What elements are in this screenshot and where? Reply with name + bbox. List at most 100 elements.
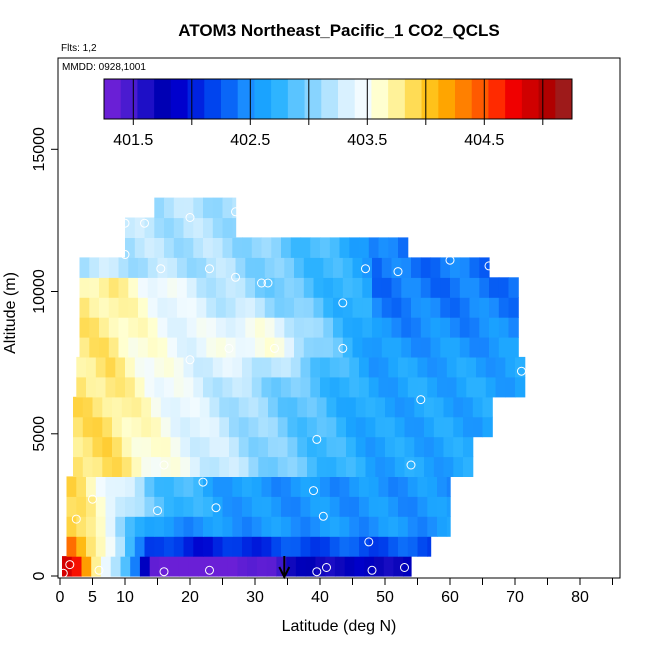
colorbar-tick-label: 403.5 xyxy=(347,132,387,149)
heatmap-cell xyxy=(118,317,129,338)
heatmap-cell xyxy=(411,337,422,358)
heatmap-cell xyxy=(232,536,243,557)
heatmap-cell xyxy=(245,317,256,338)
heatmap-cell xyxy=(144,217,155,238)
heatmap-cell xyxy=(469,297,480,318)
heatmap-cell xyxy=(300,496,311,517)
heatmap-cell xyxy=(310,536,321,557)
heatmap-cell xyxy=(173,197,185,219)
heatmap-cell xyxy=(242,476,253,497)
heatmap-cell xyxy=(437,376,448,398)
heatmap-cell xyxy=(266,556,277,577)
heatmap-cell xyxy=(394,436,406,458)
heatmap-cell xyxy=(258,416,269,438)
heatmap-cell xyxy=(95,516,107,537)
heatmap-cell xyxy=(79,317,90,338)
heatmap-cell xyxy=(89,297,100,318)
heatmap-cell xyxy=(212,476,224,497)
heatmap-cell xyxy=(398,237,409,258)
heatmap-cell xyxy=(326,396,337,418)
heatmap-cell xyxy=(274,337,285,358)
heatmap-cell xyxy=(86,536,97,557)
x-tick-label: 70 xyxy=(506,589,524,606)
heatmap-cell xyxy=(401,337,412,358)
heatmap-cell xyxy=(134,376,146,398)
colorbar-swatch xyxy=(521,79,540,119)
heatmap-cell xyxy=(242,496,253,517)
heatmap-cell xyxy=(151,456,162,477)
heatmap-cell xyxy=(86,356,97,378)
heatmap-cell xyxy=(430,277,441,298)
heatmap-cell xyxy=(199,436,211,458)
heatmap-cell xyxy=(222,496,233,517)
dates-annotation: MMDD: 0928,1001 xyxy=(62,62,146,73)
heatmap-cell xyxy=(290,496,302,517)
heatmap-cell xyxy=(300,237,311,258)
heatmap-cell xyxy=(346,456,357,477)
heatmap-cell xyxy=(102,456,113,477)
sample-point xyxy=(257,278,266,288)
heatmap-cell xyxy=(342,317,354,338)
heatmap-cell xyxy=(76,516,87,537)
heatmap-cell xyxy=(329,237,341,258)
heatmap-cell xyxy=(495,356,506,378)
heatmap-cell xyxy=(398,376,409,398)
heatmap-cell xyxy=(495,376,506,398)
heatmap-cell xyxy=(375,436,386,458)
heatmap-cell xyxy=(329,356,341,378)
heatmap-cell xyxy=(144,476,155,497)
heatmap-cell xyxy=(271,476,282,497)
heatmap-cell xyxy=(219,456,230,477)
heatmap-cell xyxy=(420,337,432,358)
heatmap-cell xyxy=(404,456,415,477)
heatmap-cell xyxy=(388,476,399,497)
heatmap-cell xyxy=(437,516,448,537)
heatmap-cell xyxy=(178,556,190,577)
heatmap-cell xyxy=(424,456,435,477)
heatmap-cell xyxy=(450,337,461,358)
heatmap-cell xyxy=(173,476,185,497)
heatmap-cell xyxy=(203,356,214,378)
x-tick-label: 60 xyxy=(441,589,459,606)
heatmap-cell xyxy=(261,376,272,398)
heatmap-cell xyxy=(183,496,194,517)
heatmap-cell xyxy=(505,376,516,398)
heatmap-cell xyxy=(218,556,229,577)
heatmap-cell xyxy=(281,516,292,537)
sample-point xyxy=(484,261,494,271)
heatmap-cell xyxy=(206,317,217,338)
heatmap-cell xyxy=(193,496,204,517)
heatmap-cell xyxy=(170,396,181,418)
heatmap-cell xyxy=(287,396,298,418)
heatmap-cell xyxy=(378,356,389,378)
heatmap-cell xyxy=(141,416,152,438)
heatmap-cell xyxy=(141,436,152,458)
heatmap-cell xyxy=(463,416,474,438)
sample-points xyxy=(58,207,526,578)
heatmap-cell xyxy=(86,516,97,537)
heatmap-cell xyxy=(186,277,198,298)
heatmap-cell xyxy=(251,496,263,517)
heatmap-cell xyxy=(264,297,276,318)
heatmap-cell xyxy=(82,456,94,477)
heatmap-cell xyxy=(375,416,386,438)
x-tick-label: 50 xyxy=(376,589,394,606)
heatmap-cell xyxy=(264,337,276,358)
heatmap-cell xyxy=(144,516,155,537)
chart-title: ATOM3 Northeast_Pacific_1 CO2_QCLS xyxy=(178,21,500,40)
heatmap-cell xyxy=(170,416,181,438)
heatmap-cell xyxy=(159,556,170,577)
heatmap-cell xyxy=(255,277,266,298)
heatmap-cell xyxy=(242,356,253,378)
colorbar-swatch xyxy=(271,79,289,119)
heatmap-cell xyxy=(349,376,360,398)
heatmap-cell xyxy=(139,556,151,577)
heatmap-cell xyxy=(339,536,350,557)
heatmap-cell xyxy=(277,396,289,418)
heatmap-cell xyxy=(515,376,526,398)
heatmap-cell xyxy=(368,476,380,497)
heatmap-cell xyxy=(180,436,191,458)
heatmap-cell xyxy=(198,556,209,577)
heatmap-cell xyxy=(391,297,402,318)
